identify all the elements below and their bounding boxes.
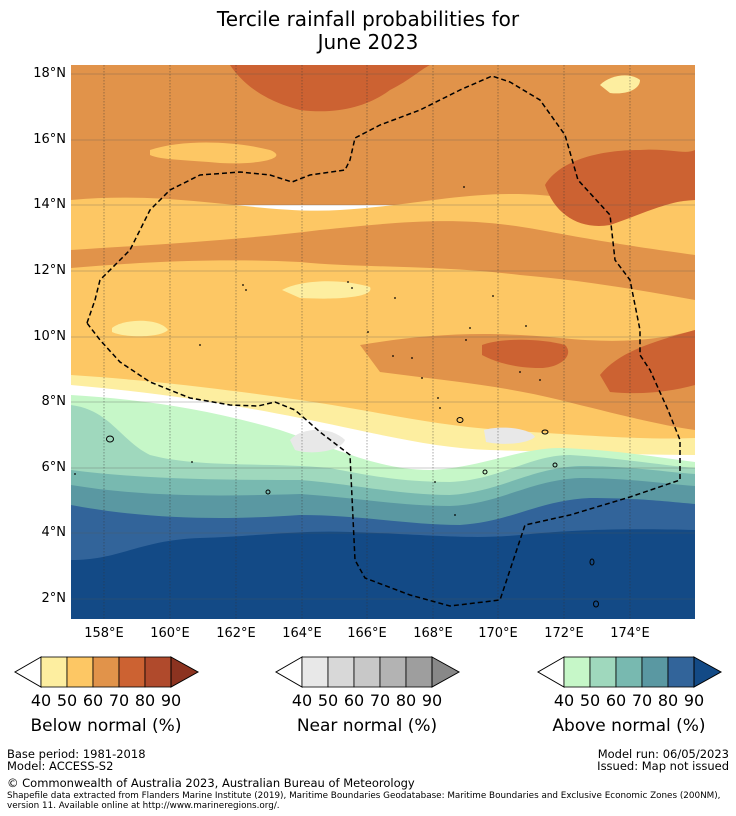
patch-below-70-northeast: [545, 149, 695, 226]
lat-label-16n: 16°N: [33, 132, 66, 147]
legend-above-tick: 50: [579, 691, 601, 710]
lat-label-10n: 10°N: [33, 329, 66, 344]
base-period: Base period: 1981-2018: [7, 747, 146, 761]
legend-below-colorbar: [13, 656, 200, 688]
legend-above-tick: 40: [553, 691, 575, 710]
legend-above-colorbar: [536, 656, 723, 688]
title-line-2: June 2023: [317, 30, 419, 54]
model-run: Model run: 06/05/2023: [597, 747, 729, 761]
patch-below-40-northeast: [600, 75, 640, 94]
lon-label-168e: 168°E: [413, 626, 453, 641]
legend-near-tick: 60: [343, 691, 365, 710]
patch-below-50-north: [150, 142, 277, 164]
legend-near-tick: 90: [421, 691, 443, 710]
lon-label-166e: 166°E: [347, 626, 387, 641]
lon-label-170e: 170°E: [478, 626, 518, 641]
legend-below-tick: 80: [134, 691, 156, 710]
lon-label-174e: 174°E: [610, 626, 650, 641]
issued-status: Issued: Map not issued: [597, 759, 729, 773]
legend-below-tick: 90: [160, 691, 182, 710]
copyright: © Commonwealth of Australia 2023, Austra…: [7, 776, 415, 790]
lon-label-172e: 172°E: [544, 626, 584, 641]
legend-near-tick: 80: [395, 691, 417, 710]
legend-above-tick: 60: [605, 691, 627, 710]
legend-near-tick: 40: [291, 691, 313, 710]
lon-label-160e: 160°E: [150, 626, 190, 641]
band-above-90: [71, 529, 695, 619]
band-below-60-south: [71, 221, 695, 300]
legend-above-tick: 80: [657, 691, 679, 710]
lat-label-2n: 2°N: [41, 591, 67, 606]
eez-boundary: [86, 75, 681, 607]
legend-near-title: Near normal (%): [296, 716, 438, 736]
lon-label-158e: 158°E: [84, 626, 124, 641]
lat-label-4n: 4°N: [41, 525, 67, 540]
lat-label-8n: 8°N: [41, 394, 67, 409]
lat-label-14n: 14°N: [33, 197, 66, 212]
patch-near-40-west: [290, 429, 345, 453]
band-below-60-east: [360, 330, 695, 430]
patch-below-70-central: [482, 339, 569, 368]
legend-above-tick: 90: [683, 691, 705, 710]
title-line-1: Tercile rainfall probabilities for: [216, 7, 520, 31]
patch-below-40-west: [112, 320, 168, 337]
model-name: Model: ACCESS-S2: [7, 759, 114, 773]
legend-below-tick: 70: [108, 691, 130, 710]
lon-label-162e: 162°E: [216, 626, 256, 641]
lat-label-12n: 12°N: [33, 263, 66, 278]
legend-above-tick: 70: [631, 691, 653, 710]
legend-below-title: Below normal (%): [30, 716, 182, 736]
patch-below-40-central: [282, 281, 371, 299]
patch-near-40-east: [484, 427, 535, 444]
legend-below-tick: 40: [30, 691, 52, 710]
lat-label-18n: 18°N: [33, 66, 66, 81]
map-title: Tercile rainfall probabilities for June …: [0, 8, 736, 54]
legend-below-tick: 50: [56, 691, 78, 710]
legend-near-tick: 50: [317, 691, 339, 710]
legend-near-colorbar: [274, 656, 461, 688]
legend-above-title: Above normal (%): [552, 716, 706, 736]
patch-below-70-east: [600, 330, 695, 394]
patch-below-70-north: [230, 65, 430, 112]
shapefile-attribution: Shapefile data extracted from Flanders M…: [7, 791, 721, 811]
lat-label-6n: 6°N: [41, 460, 67, 475]
lon-label-164e: 164°E: [282, 626, 322, 641]
legend-near-tick: 70: [369, 691, 391, 710]
legend-below-tick: 60: [82, 691, 104, 710]
